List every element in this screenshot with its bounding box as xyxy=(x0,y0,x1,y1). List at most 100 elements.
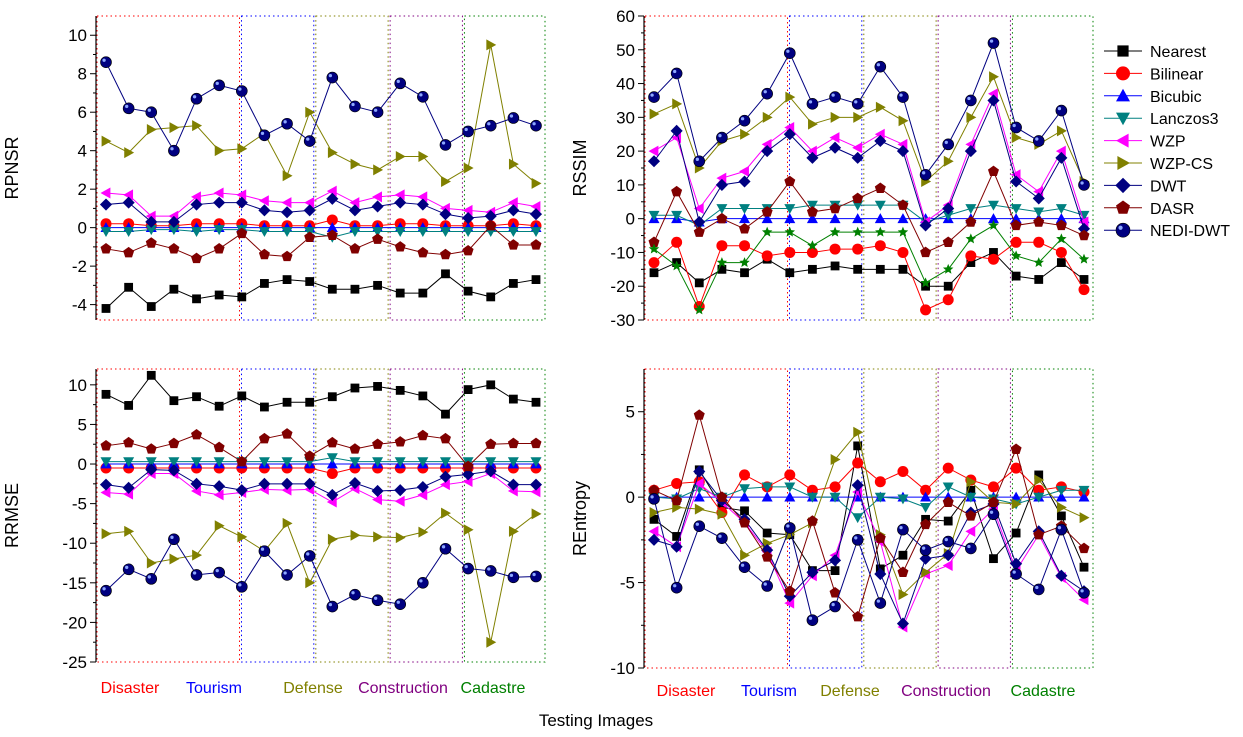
point-nedi-dwt-highlight xyxy=(831,602,835,607)
point-lanczos3 xyxy=(394,227,406,237)
y-tick-label: -15 xyxy=(62,574,87,593)
point-nedi-dwt-highlight xyxy=(718,534,722,538)
point-lanczos3 xyxy=(100,457,112,468)
point-dasr xyxy=(806,206,818,217)
point-bilinear xyxy=(716,240,728,252)
point-wzp xyxy=(394,189,405,201)
point-dwt xyxy=(99,478,113,491)
point-wzp xyxy=(394,495,405,507)
point-nedi-dwt xyxy=(168,533,180,546)
point-lanczos3 xyxy=(784,204,796,215)
point-nedi-dwt xyxy=(303,135,316,147)
point-wzp-cs xyxy=(486,636,497,648)
point-bicubic xyxy=(1010,491,1022,502)
point-green xyxy=(1010,250,1022,261)
point-nedi-dwt xyxy=(417,91,429,103)
point-wzp-cs xyxy=(463,524,474,536)
panel-rssim: -30 -20 -10 0 10 20 30 40 50 60 RSSIM xyxy=(570,7,1094,330)
point-nearest xyxy=(124,401,134,410)
point-wzp-cs xyxy=(441,507,451,519)
point-nedi-dwt xyxy=(829,600,841,613)
group-region-defense xyxy=(315,15,389,321)
point-wzp-cs xyxy=(808,118,818,130)
point-bicubic xyxy=(693,491,705,502)
point-dasr xyxy=(897,566,909,577)
point-nearest xyxy=(1079,562,1089,572)
point-dasr xyxy=(987,496,999,507)
y-axis-label: REntropy xyxy=(570,481,590,556)
point-bilinear xyxy=(920,484,932,496)
point-lanczos3 xyxy=(530,457,542,468)
point-dasr xyxy=(1010,443,1022,454)
point-green xyxy=(829,226,841,237)
point-lanczos3 xyxy=(372,457,384,468)
legend-item-bilinear: Bilinear xyxy=(1104,66,1204,83)
point-lanczos3 xyxy=(897,494,909,505)
point-nedi-dwt-highlight xyxy=(532,122,536,126)
point-nearest xyxy=(305,397,315,407)
group-label-tourism: Tourism xyxy=(741,683,797,700)
point-wzp-cs xyxy=(441,175,451,187)
point-nearest xyxy=(966,485,976,495)
y-tick-label: -4 xyxy=(72,296,87,315)
point-nedi-dwt xyxy=(281,569,293,581)
point-green xyxy=(1033,257,1044,268)
point-wzp-cs xyxy=(1034,474,1045,486)
point-lanczos3 xyxy=(145,457,157,468)
point-dwt xyxy=(484,210,497,223)
point-wzp-cs xyxy=(694,503,705,515)
point-wzp xyxy=(739,165,749,177)
point-nearest xyxy=(531,397,541,407)
point-nearest xyxy=(260,402,269,412)
point-nedi-dwt xyxy=(462,562,474,575)
point-lanczos3 xyxy=(439,227,451,237)
point-nedi-dwt xyxy=(1055,523,1068,536)
point-nedi-dwt-highlight xyxy=(306,552,310,556)
point-wzp-cs xyxy=(830,111,841,123)
point-nedi-dwt xyxy=(303,550,316,562)
point-nedi-dwt xyxy=(1032,583,1045,596)
point-wzp-cs xyxy=(146,557,157,569)
point-green xyxy=(852,226,863,237)
point-nearest xyxy=(237,292,247,302)
point-bicubic xyxy=(739,491,751,502)
series-line-lanczos3 xyxy=(106,229,536,238)
point-nedi-dwt-highlight xyxy=(170,535,174,539)
legend-item-bicubic: Bicubic xyxy=(1104,88,1202,106)
point-nearest xyxy=(169,396,179,406)
point-nedi-dwt xyxy=(693,520,706,532)
point-dwt xyxy=(99,198,113,211)
panel-rentropy: -10 -5 0 5 REntropy xyxy=(570,368,1094,678)
point-dwt xyxy=(919,219,932,232)
y-axis-label: RRMSE xyxy=(2,483,22,548)
series-nedi-dwt xyxy=(648,37,1090,191)
point-bilinear xyxy=(326,468,338,480)
point-lanczos3 xyxy=(942,482,954,493)
point-dwt xyxy=(806,566,819,579)
point-dasr xyxy=(236,455,248,467)
point-bilinear xyxy=(942,462,954,474)
point-wzp-cs xyxy=(124,147,135,159)
point-green xyxy=(716,257,728,268)
point-dasr xyxy=(693,226,705,237)
point-nedi-dwt xyxy=(190,92,203,105)
point-dwt xyxy=(896,617,909,630)
point-wzp xyxy=(417,489,428,501)
point-wzp-cs xyxy=(282,517,293,529)
point-wzp xyxy=(304,197,315,209)
point-nedi-dwt-highlight xyxy=(396,600,400,604)
point-green xyxy=(942,263,954,274)
legend-marker-dwt xyxy=(1115,177,1131,194)
point-nedi-dwt xyxy=(897,523,909,536)
series-wzp-cs xyxy=(649,426,1090,601)
point-bicubic xyxy=(326,222,338,233)
point-dwt xyxy=(326,488,339,501)
point-lanczos3 xyxy=(123,227,135,237)
point-nearest xyxy=(921,281,930,291)
series-line-green xyxy=(653,224,1085,311)
y-axis-label: RSSIM xyxy=(570,139,590,196)
x-axis-label: Testing Images xyxy=(539,711,653,730)
point-nearest xyxy=(327,284,337,294)
point-dwt xyxy=(462,211,475,225)
point-nearest xyxy=(124,282,134,292)
